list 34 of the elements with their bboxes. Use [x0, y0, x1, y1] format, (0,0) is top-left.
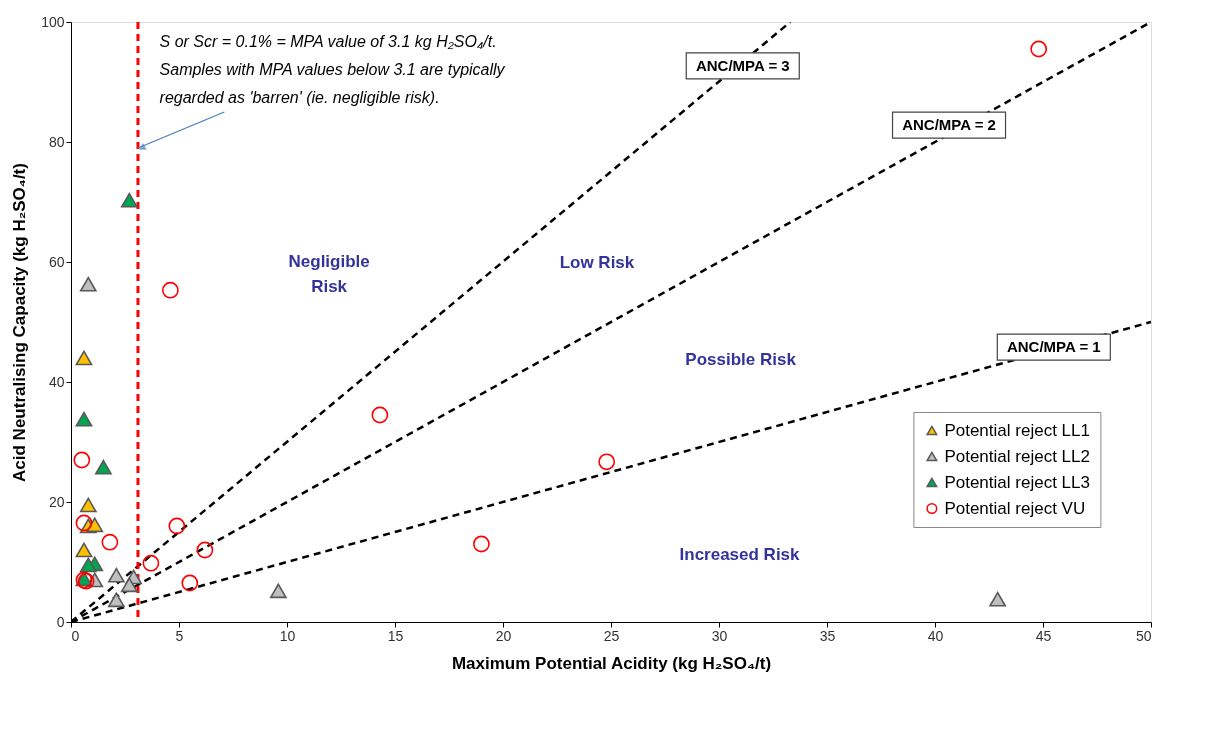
x-tick-label: 40: [927, 627, 944, 644]
x-axis-title: Maximum Potential Acidity (kg H₂SO₄/t): [451, 653, 772, 673]
x-tick-label: 50: [1135, 627, 1152, 644]
annotation: Possible Risk: [685, 349, 797, 369]
y-axis-title: Acid Neutralising Capacity (kg H₂SO₄/t): [10, 163, 30, 482]
x-tick-label: 35: [819, 627, 836, 644]
y-tick-label: 20: [48, 493, 65, 510]
annotation: Samples with MPA values below 3.1 are typically: [159, 61, 506, 78]
legend-label: Potential reject LL1: [944, 420, 1090, 440]
x-tick-label: 5: [175, 627, 184, 644]
y-tick-label: 100: [41, 13, 65, 30]
annotation: ANC/MPA = 3: [695, 56, 790, 74]
annotation: Low Risk: [559, 253, 635, 273]
annotation: ANC/MPA = 2: [902, 116, 996, 134]
y-tick-label: 80: [48, 133, 65, 150]
x-tick-label: 10: [279, 627, 296, 644]
legend-label: Potential reject LL3: [944, 472, 1090, 492]
annotation: Negligible: [288, 252, 370, 271]
annotation: ANC/MPA = 1: [1006, 338, 1101, 356]
x-tick-label: 20: [495, 627, 512, 644]
x-tick-label: 30: [711, 627, 728, 644]
y-tick-label: 0: [56, 613, 65, 630]
x-tick-label: 25: [603, 627, 620, 644]
x-tick-label: 45: [1035, 627, 1052, 644]
legend-label: Potential reject LL2: [944, 446, 1090, 466]
annotation: regarded as 'barren' (ie. negligible risk).: [159, 89, 440, 107]
legend-label: Potential reject VU: [944, 498, 1086, 518]
y-tick-label: 40: [48, 373, 65, 390]
annotation: Risk: [311, 277, 348, 297]
x-tick-label: 0: [71, 627, 80, 644]
x-tick-label: 15: [387, 627, 404, 644]
annotation: Increased Risk: [679, 544, 801, 564]
y-tick-label: 60: [48, 253, 65, 270]
annotation: S or Scr = 0.1% = MPA value of 3.1 kg H₂SO₄/t.: [159, 32, 497, 50]
